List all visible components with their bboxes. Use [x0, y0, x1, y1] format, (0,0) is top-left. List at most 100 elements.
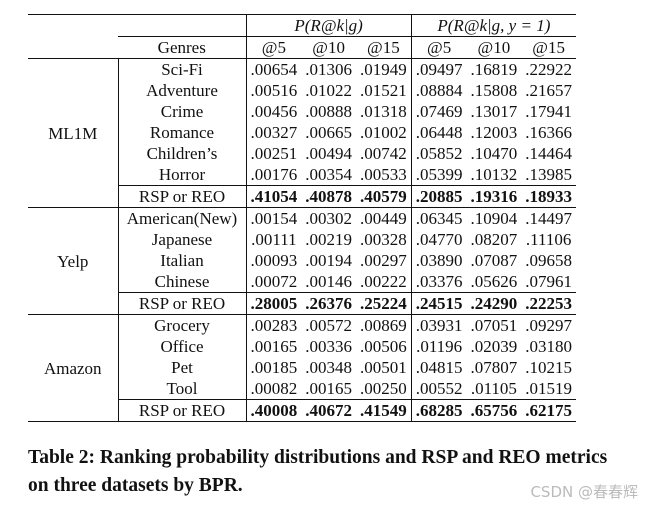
summary-value: .41054 — [246, 185, 302, 208]
genre-cell: Romance — [118, 122, 247, 143]
value-cell: .22922 — [521, 58, 576, 80]
summary-value: .40672 — [301, 399, 356, 422]
table-row: Office .00165 .00336.00506.01196 .02039 .031… — [28, 336, 576, 357]
value-cell: .00327 — [250, 123, 298, 142]
col-header-genres: Genres — [118, 36, 247, 59]
value-cell: .05852 — [415, 144, 463, 163]
summary-value: .40579 — [356, 185, 412, 208]
summary-value: .41549 — [356, 399, 412, 422]
value-cell: .00742 — [356, 143, 412, 164]
value-cell: .00194 — [305, 251, 352, 270]
dataset-label: ML1M — [28, 58, 119, 208]
watermark: CSDN @春春辉 — [530, 483, 638, 501]
value-cell: .00654 — [246, 58, 302, 80]
table-row: Children’s .00251 .00494.00742.05852 .10470… — [28, 143, 576, 164]
value-cell: .00146 — [305, 272, 352, 291]
value-cell: .00552 — [415, 379, 463, 398]
table-row: Tool .00082 .00165.00250.00552 .01105 .01519 — [28, 378, 576, 400]
value-cell: .13985 — [525, 165, 572, 184]
summary-label: RSP or REO — [118, 185, 247, 208]
value-cell: .01002 — [356, 122, 412, 143]
value-cell: .06448 — [415, 123, 463, 142]
dataset-label: Yelp — [28, 207, 119, 315]
value-cell: .09658 — [525, 251, 572, 270]
summary-value: .28005 — [246, 292, 302, 315]
genre-cell: Italian — [118, 250, 247, 271]
value-cell: .00219 — [305, 230, 352, 249]
table-row: Crime .00456 .00888.01318.07469 .13017 .1794… — [28, 101, 576, 122]
table-row: Adventure .00516 .01022.01521.08884 .15808.… — [28, 80, 576, 101]
value-cell: .00111 — [251, 230, 297, 249]
genre-cell: Adventure — [118, 80, 247, 101]
value-cell: .03931 — [411, 314, 467, 336]
value-cell: .09497 — [411, 58, 467, 80]
col-header: @15 — [521, 36, 576, 59]
summary-value: .24290 — [466, 292, 522, 315]
summary-row: RSP or REO .28005.26376.25224.24515.24290… — [28, 292, 576, 315]
summary-value: .19316 — [466, 185, 522, 208]
value-cell: .07807 — [470, 358, 518, 377]
table-row: Yelp American(New) .00154.00302.00449.0634… — [28, 207, 576, 315]
value-cell: .00082 — [250, 379, 298, 398]
summary-value: .65756 — [466, 399, 522, 422]
summary-value: .20885 — [411, 185, 467, 208]
summary-value: .40008 — [246, 399, 302, 422]
summary-label: RSP or REO — [118, 399, 247, 422]
value-cell: .07087 — [470, 251, 518, 270]
value-cell: .15808 — [470, 81, 518, 100]
value-cell: .00572 — [301, 314, 356, 336]
value-cell: .10904 — [466, 207, 522, 229]
summary-row: RSP or REO .41054.40878.40579.20885.19316… — [28, 185, 576, 208]
table-row: Amazon Grocery .00283.00572.00869.03931.07… — [28, 314, 576, 422]
col-header: @5 — [246, 36, 302, 59]
genre-cell: Horror — [118, 164, 247, 186]
col-header: @10 — [466, 36, 522, 59]
genre-cell: Grocery — [118, 314, 247, 336]
results-table: P(R@k|g) P(R@k|g, y = 1) Genres @5 @10 @… — [28, 14, 576, 422]
value-cell: .14464 — [525, 144, 572, 163]
value-cell: .13017 — [470, 102, 518, 121]
table-row: Japanese .00111 .00219.00328.04770 .08207 .1… — [28, 229, 576, 250]
value-cell: .03890 — [415, 251, 463, 270]
summary-value: .68285 — [411, 399, 467, 422]
value-cell: .14497 — [521, 207, 576, 229]
value-cell: .00165 — [250, 337, 298, 356]
value-cell: .00302 — [301, 207, 356, 229]
dataset-label: Amazon — [28, 314, 119, 422]
value-cell: .00665 — [305, 123, 352, 142]
genre-cell: Tool — [118, 378, 247, 400]
value-cell: .01519 — [525, 379, 572, 398]
col-header: @5 — [411, 36, 467, 59]
value-cell: .07961 — [525, 272, 572, 291]
metric-header-positive: P(R@k|g, y = 1) — [411, 14, 576, 37]
genre-cell: Children’s — [118, 143, 247, 164]
value-cell: .10132 — [470, 165, 518, 184]
value-cell: .00888 — [305, 102, 352, 121]
value-cell: .01105 — [470, 379, 517, 398]
value-cell: .00222 — [356, 271, 412, 293]
table-row: Romance .00327 .00665.01002.06448 .12003 .16… — [28, 122, 576, 143]
value-cell: .08884 — [415, 81, 463, 100]
value-cell: .00449 — [356, 207, 412, 229]
value-cell: .01949 — [356, 58, 412, 80]
value-cell: .21657 — [525, 81, 572, 100]
value-cell: .00516 — [250, 81, 298, 100]
value-cell: .00283 — [246, 314, 302, 336]
value-cell: .07051 — [466, 314, 522, 336]
value-cell: .01318 — [356, 101, 412, 122]
summary-value: .40878 — [301, 185, 356, 208]
value-cell: .04770 — [415, 230, 463, 249]
value-cell: .00251 — [250, 144, 298, 163]
genre-cell: Sci-Fi — [118, 58, 247, 80]
value-cell: .00093 — [250, 251, 298, 270]
summary-value: .22253 — [521, 292, 576, 315]
value-cell: .00165 — [305, 379, 352, 398]
value-cell: .00506 — [356, 336, 412, 357]
table-row: ML1M Sci-Fi .00654.01306.01949.09497.16819… — [28, 58, 576, 208]
col-header: @10 — [301, 36, 356, 59]
value-cell: .12003 — [470, 123, 518, 142]
value-cell: .00297 — [356, 250, 412, 271]
summary-label: RSP or REO — [118, 292, 247, 315]
genre-cell: Chinese — [118, 271, 247, 293]
genre-cell: Pet — [118, 357, 247, 378]
